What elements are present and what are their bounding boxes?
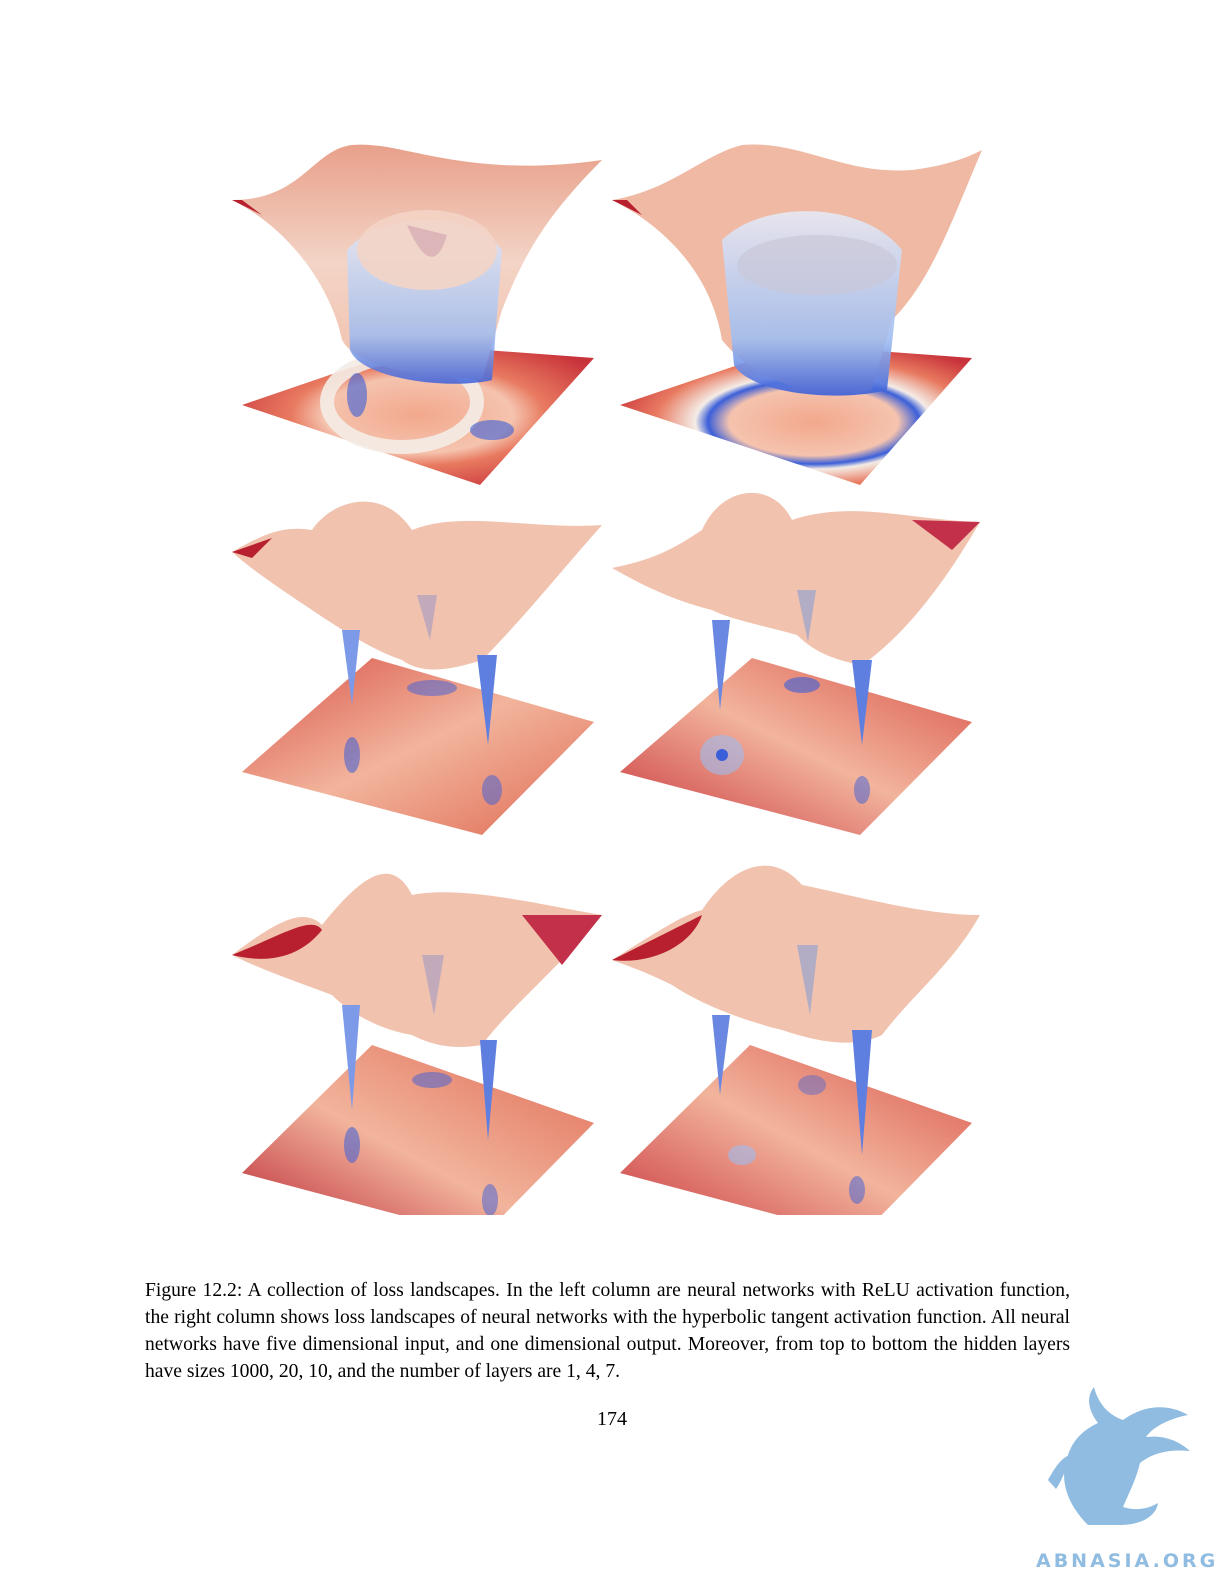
loss-landscape-plot xyxy=(612,492,980,835)
loss-landscape-figure xyxy=(222,140,992,1250)
loss-landscape-plot xyxy=(232,873,602,1215)
page-number: 174 xyxy=(597,1408,627,1430)
loss-landscape-plot xyxy=(612,865,980,1215)
figure-caption: Figure 12.2: A collection of loss landsc… xyxy=(145,1279,1070,1382)
loss-landscape-plot xyxy=(232,144,602,485)
loss-landscape-relu-4-layers xyxy=(222,490,602,850)
loss-landscape-tanh-7-layers xyxy=(612,855,992,1215)
loss-landscape-tanh-1-layer xyxy=(612,140,992,500)
griffin-icon xyxy=(1048,1387,1190,1525)
watermark-text: ABNASIA.ORG xyxy=(1036,1550,1219,1572)
loss-landscape-relu-1-layer xyxy=(222,140,602,500)
loss-landscape-plot xyxy=(232,501,602,835)
loss-landscape-relu-7-layers xyxy=(222,855,602,1215)
loss-landscape-tanh-4-layers xyxy=(612,490,992,850)
watermark-logo: ABNASIA.ORG xyxy=(1028,1385,1218,1580)
loss-landscape-plot xyxy=(612,144,982,485)
